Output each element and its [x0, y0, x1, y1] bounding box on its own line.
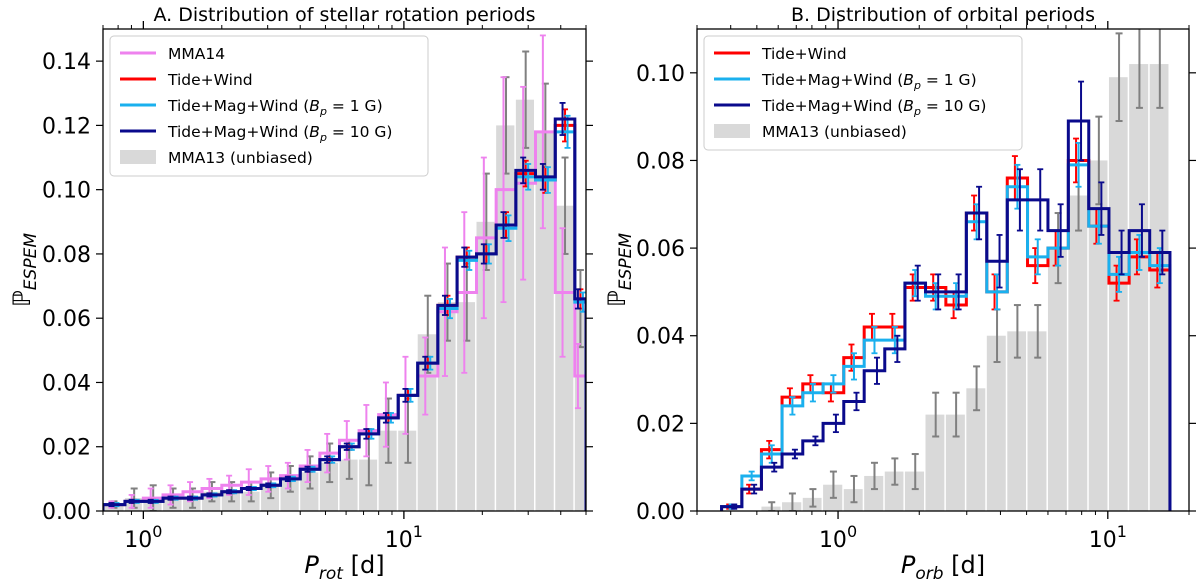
panel-b: 0.00 0.02 0.04 0.06 0.08 0.10 100 101 B. Distrib… — [603, 4, 1196, 583]
x-tick-label: 100 — [819, 522, 857, 553]
y-tick-label: 0.02 — [636, 412, 685, 437]
bar-mma13 — [457, 302, 476, 511]
bar-mma13 — [398, 430, 417, 511]
legend-label: MMA13 (unbiased) — [168, 149, 313, 167]
y-tick-label: 0.14 — [42, 50, 91, 75]
bar-mma13 — [904, 471, 925, 511]
bar-mma13 — [339, 459, 358, 511]
y-tick-label: 0.08 — [42, 243, 91, 268]
y-tick-label: 0.08 — [636, 149, 685, 174]
y-tick-label: 0.12 — [42, 114, 91, 139]
legend-swatch — [120, 150, 156, 164]
y-tick-label: 0.06 — [636, 237, 685, 262]
x-tick-label: 101 — [385, 522, 423, 553]
legend-label: MMA14 — [168, 45, 225, 63]
panel-a: 0.00 0.02 0.04 0.06 0.08 0.10 0.12 0.14 100 101 A.… — [8, 4, 593, 583]
y-axis-label: ℙESPEM — [603, 233, 636, 307]
bar-mma13 — [319, 462, 338, 511]
y-tick-label: 0.00 — [636, 500, 685, 525]
y-tick-label: 0.04 — [636, 325, 685, 350]
legend-swatch — [714, 124, 750, 138]
legend-box — [109, 35, 429, 177]
legend-label: Tide+Mag+Wind (Bp = 10 G) — [167, 123, 392, 144]
series-line — [720, 119, 1172, 511]
legend: MMA14 Tide+Wind Tide+Mag+Wind (Bp = 1 G) Ti… — [109, 35, 429, 177]
x-axis-label: Prot [d] — [304, 551, 384, 583]
bar-mma13 — [945, 414, 965, 511]
bar-mma13 — [864, 475, 884, 511]
bar-mma13 — [1108, 77, 1128, 511]
y-tick-label: 0.06 — [42, 307, 91, 332]
y-tick-label: 0.10 — [42, 179, 91, 204]
plot-area — [720, 29, 1172, 511]
bar-mma13 — [925, 414, 945, 511]
bar-mma13 — [437, 302, 456, 511]
bar-mma13 — [1129, 64, 1149, 511]
chart-title: A. Distribution of stellar rotation peri… — [153, 4, 535, 26]
legend-box — [703, 35, 1023, 151]
bar-mma13 — [884, 471, 904, 511]
bar-mma13 — [1047, 248, 1067, 511]
bar-mma13 — [555, 205, 574, 511]
plot-area — [103, 34, 586, 511]
legend-label: Tide+Wind — [761, 45, 847, 63]
bar-mma13 — [515, 99, 535, 511]
legend: Tide+Wind Tide+Mag+Wind (Bp = 1 G) Tide+Ma… — [703, 35, 1023, 151]
bar-mma13 — [1068, 195, 1088, 511]
x-axis-label: Porb [d] — [901, 551, 985, 583]
x-tick-label: 101 — [1089, 522, 1127, 553]
legend-label: Tide+Mag+Wind (Bp = 1 G) — [761, 71, 977, 92]
y-tick-label: 0.02 — [42, 436, 91, 461]
bar-mma13 — [476, 221, 495, 511]
bar-mma13 — [280, 478, 299, 511]
bar-mma13 — [535, 131, 554, 511]
series-line — [103, 117, 586, 511]
bar-mma13 — [1007, 331, 1027, 511]
y-axis-label: ℙESPEM — [8, 233, 41, 307]
legend-label: Tide+Wind — [167, 71, 253, 89]
bar-mma13 — [966, 388, 986, 511]
bar-mma13 — [496, 125, 515, 511]
y-tick-label: 0.00 — [42, 500, 91, 525]
bar-mma13 — [1027, 331, 1047, 511]
y-tick-label: 0.10 — [636, 62, 685, 87]
chart-title: B. Distribution of orbital periods — [791, 4, 1095, 26]
bar-mma13 — [574, 308, 585, 511]
bar-mma13 — [986, 335, 1006, 511]
axes-frame — [102, 28, 587, 512]
x-tick-label: 100 — [124, 522, 162, 553]
legend-label: MMA13 (unbiased) — [762, 123, 907, 141]
legend-label: Tide+Mag+Wind (Bp = 10 G) — [761, 97, 986, 118]
bar-mma13 — [378, 430, 397, 511]
y-tick-label: 0.04 — [42, 371, 91, 396]
bar-mma13 — [1088, 160, 1108, 511]
legend-label: Tide+Mag+Wind (Bp = 1 G) — [167, 97, 383, 118]
bar-mma13 — [417, 334, 437, 511]
axes-frame — [696, 28, 1190, 512]
